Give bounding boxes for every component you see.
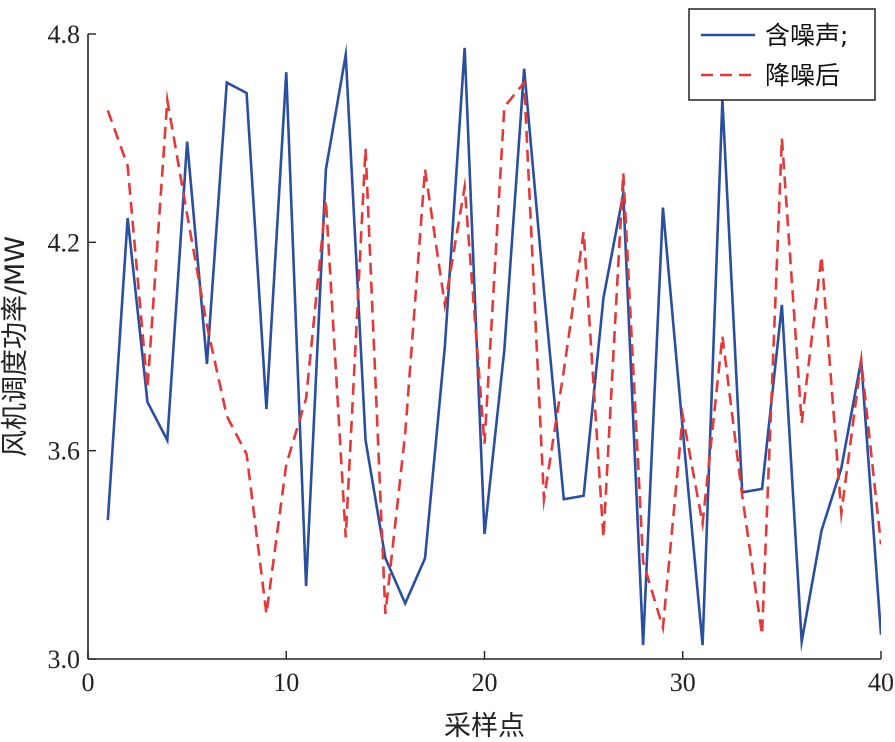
legend-box xyxy=(688,8,876,101)
y-tick-label: 4.2 xyxy=(48,228,81,257)
legend: 含噪声; 降噪后 xyxy=(688,8,876,101)
y-tick-label: 4.8 xyxy=(48,20,81,49)
series-line-1 xyxy=(106,43,881,653)
x-axis-label: 采样点 xyxy=(444,711,525,742)
y-tick-label: 3.0 xyxy=(48,645,81,674)
plot-area xyxy=(106,43,881,653)
legend-label-1: 含噪声; xyxy=(765,21,848,50)
y-tick-label: 3.6 xyxy=(48,437,81,466)
x-tick-label: 40 xyxy=(868,668,894,697)
x-tick-label: 0 xyxy=(82,668,95,697)
x-tick-label: 30 xyxy=(670,668,696,697)
ticks: 0 10 20 30 40 3.0 3.6 4.2 4.8 xyxy=(48,20,895,697)
series-line-2 xyxy=(106,79,881,635)
x-tick-label: 10 xyxy=(273,668,299,697)
x-tick-label: 20 xyxy=(472,668,498,697)
y-axis-label: 风机调度功率/MW xyxy=(0,236,31,457)
legend-label-2: 降噪后 xyxy=(765,61,840,90)
